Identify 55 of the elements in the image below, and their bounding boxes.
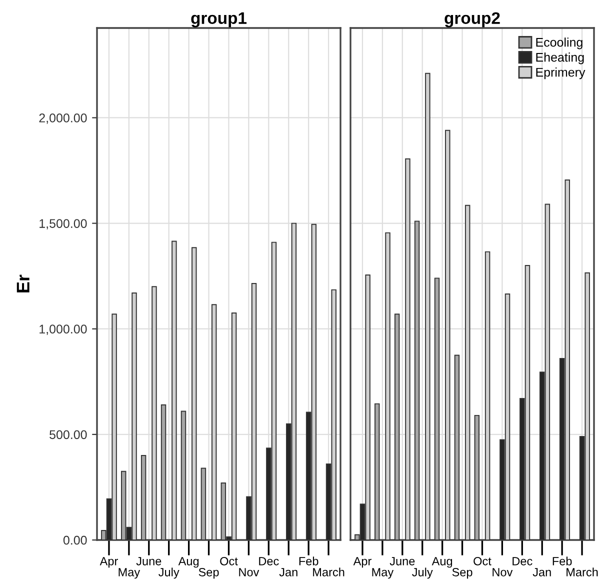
x-tick-label: Oct <box>474 556 492 566</box>
bar <box>414 220 420 540</box>
bar <box>405 158 410 540</box>
x-tick-label: Apr <box>100 557 118 568</box>
y-tick-label: 500.00 <box>50 430 87 440</box>
y-tick-label: 1,500.00 <box>40 219 87 230</box>
bar <box>434 278 440 540</box>
bar <box>385 232 390 540</box>
bar <box>211 304 217 540</box>
x-tick-label: Nov <box>239 568 260 576</box>
chart-title: group2 <box>444 12 500 28</box>
bar <box>445 130 450 540</box>
x-tick-label: Sep <box>198 568 219 579</box>
x-tick-label: Jan <box>279 568 298 576</box>
x-tick-label: Aug <box>432 557 452 568</box>
bar <box>172 240 177 540</box>
x-tick-label: Nov <box>492 568 513 576</box>
x-tick-label: Apr <box>353 557 372 568</box>
x-tick-label: March <box>566 568 598 576</box>
x-tick-label: Dec <box>512 557 532 566</box>
y-tick-label: 2,000.00 <box>39 114 87 124</box>
legend-label: Ecooling <box>536 38 582 50</box>
bar <box>160 404 166 540</box>
chart-title: group1 <box>191 12 247 28</box>
y-tick-label: 1,000.00 <box>40 324 87 335</box>
bar <box>152 286 157 540</box>
x-tick-label: July <box>158 568 180 579</box>
x-tick-label: May <box>118 568 140 579</box>
x-tick-label: June <box>390 557 415 566</box>
bar <box>464 204 470 540</box>
bar <box>200 468 206 540</box>
x-tick-label: Sep <box>452 568 472 579</box>
bar <box>140 455 146 540</box>
x-tick-label: Aug <box>178 557 199 568</box>
x-tick-label: Oct <box>220 556 238 566</box>
x-tick-label: Feb <box>552 556 572 566</box>
legend-label: Eprimery <box>536 68 586 80</box>
x-tick-label: March <box>313 568 344 576</box>
x-tick-label: May <box>372 568 394 579</box>
bar <box>474 414 480 540</box>
y-axis-title: Er <box>16 274 30 292</box>
bar <box>394 314 400 540</box>
bar <box>374 403 380 540</box>
x-tick-label: Dec <box>259 557 279 566</box>
bar <box>180 410 186 540</box>
bar <box>425 72 430 540</box>
x-tick-label: June <box>136 557 162 566</box>
legend-label: Eheating <box>536 52 584 64</box>
x-tick-label: Jan <box>532 568 551 576</box>
x-tick-label: July <box>412 568 433 579</box>
bar <box>484 251 490 540</box>
y-tick-label: 0.00 <box>63 536 87 545</box>
bar <box>192 247 197 540</box>
bar <box>454 354 460 540</box>
x-tick-label: Feb <box>299 556 318 566</box>
